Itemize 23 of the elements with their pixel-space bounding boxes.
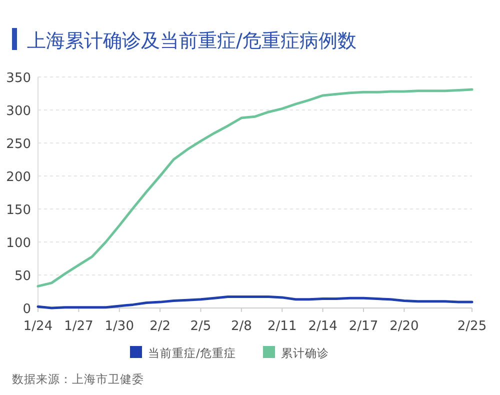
x-tick-label: 2/25 (457, 319, 487, 334)
legend-label: 当前重症/危重症 (148, 346, 236, 360)
y-tick-label: 350 (6, 71, 31, 86)
y-tick-label: 200 (6, 170, 31, 185)
x-tick-label: 2/5 (190, 319, 212, 334)
x-tick-label: 2/14 (308, 319, 338, 334)
y-tick-label: 100 (6, 236, 31, 251)
x-tick-label: 2/8 (230, 319, 252, 334)
legend-label: 累计确诊 (281, 346, 329, 360)
x-tick-label: 1/30 (104, 319, 134, 334)
x-tick-label: 2/11 (268, 319, 297, 334)
y-tick-label: 300 (6, 104, 31, 119)
x-tick-label: 2/2 (150, 319, 171, 334)
x-tick-label: 1/24 (23, 319, 53, 334)
x-tick-label: 1/27 (64, 319, 94, 334)
chart-title: 上海累计确诊及当前重症/危重症病例数 (27, 30, 356, 52)
x-tick-label: 2/17 (348, 319, 378, 334)
y-tick-label: 0 (22, 302, 31, 317)
y-tick-label: 150 (6, 203, 31, 218)
x-tick-label: 2/20 (390, 319, 419, 334)
y-tick-label: 250 (6, 137, 31, 152)
y-tick-label: 50 (14, 269, 31, 284)
source-note: 数据来源：上海市卫健委 (12, 372, 144, 386)
